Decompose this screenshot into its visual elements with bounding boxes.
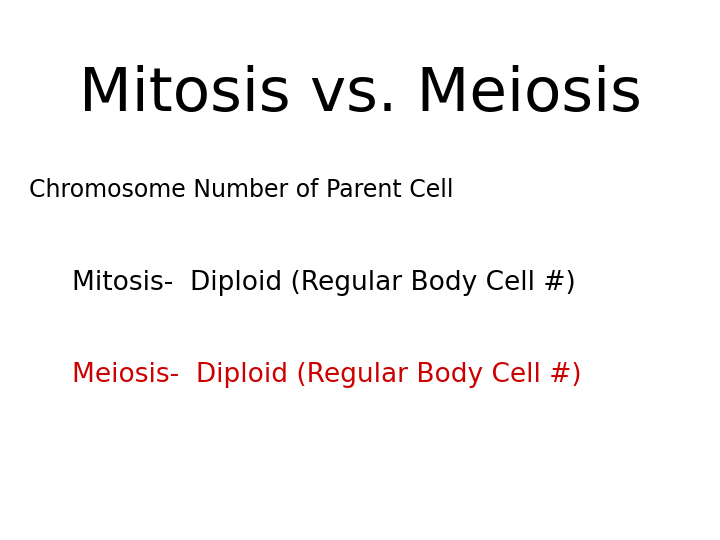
Text: Mitosis-  Diploid (Regular Body Cell #): Mitosis- Diploid (Regular Body Cell #) xyxy=(72,270,576,296)
Text: Meiosis-  Diploid (Regular Body Cell #): Meiosis- Diploid (Regular Body Cell #) xyxy=(72,362,582,388)
Text: Mitosis vs. Meiosis: Mitosis vs. Meiosis xyxy=(78,65,642,124)
Text: Chromosome Number of Parent Cell: Chromosome Number of Parent Cell xyxy=(29,178,454,202)
